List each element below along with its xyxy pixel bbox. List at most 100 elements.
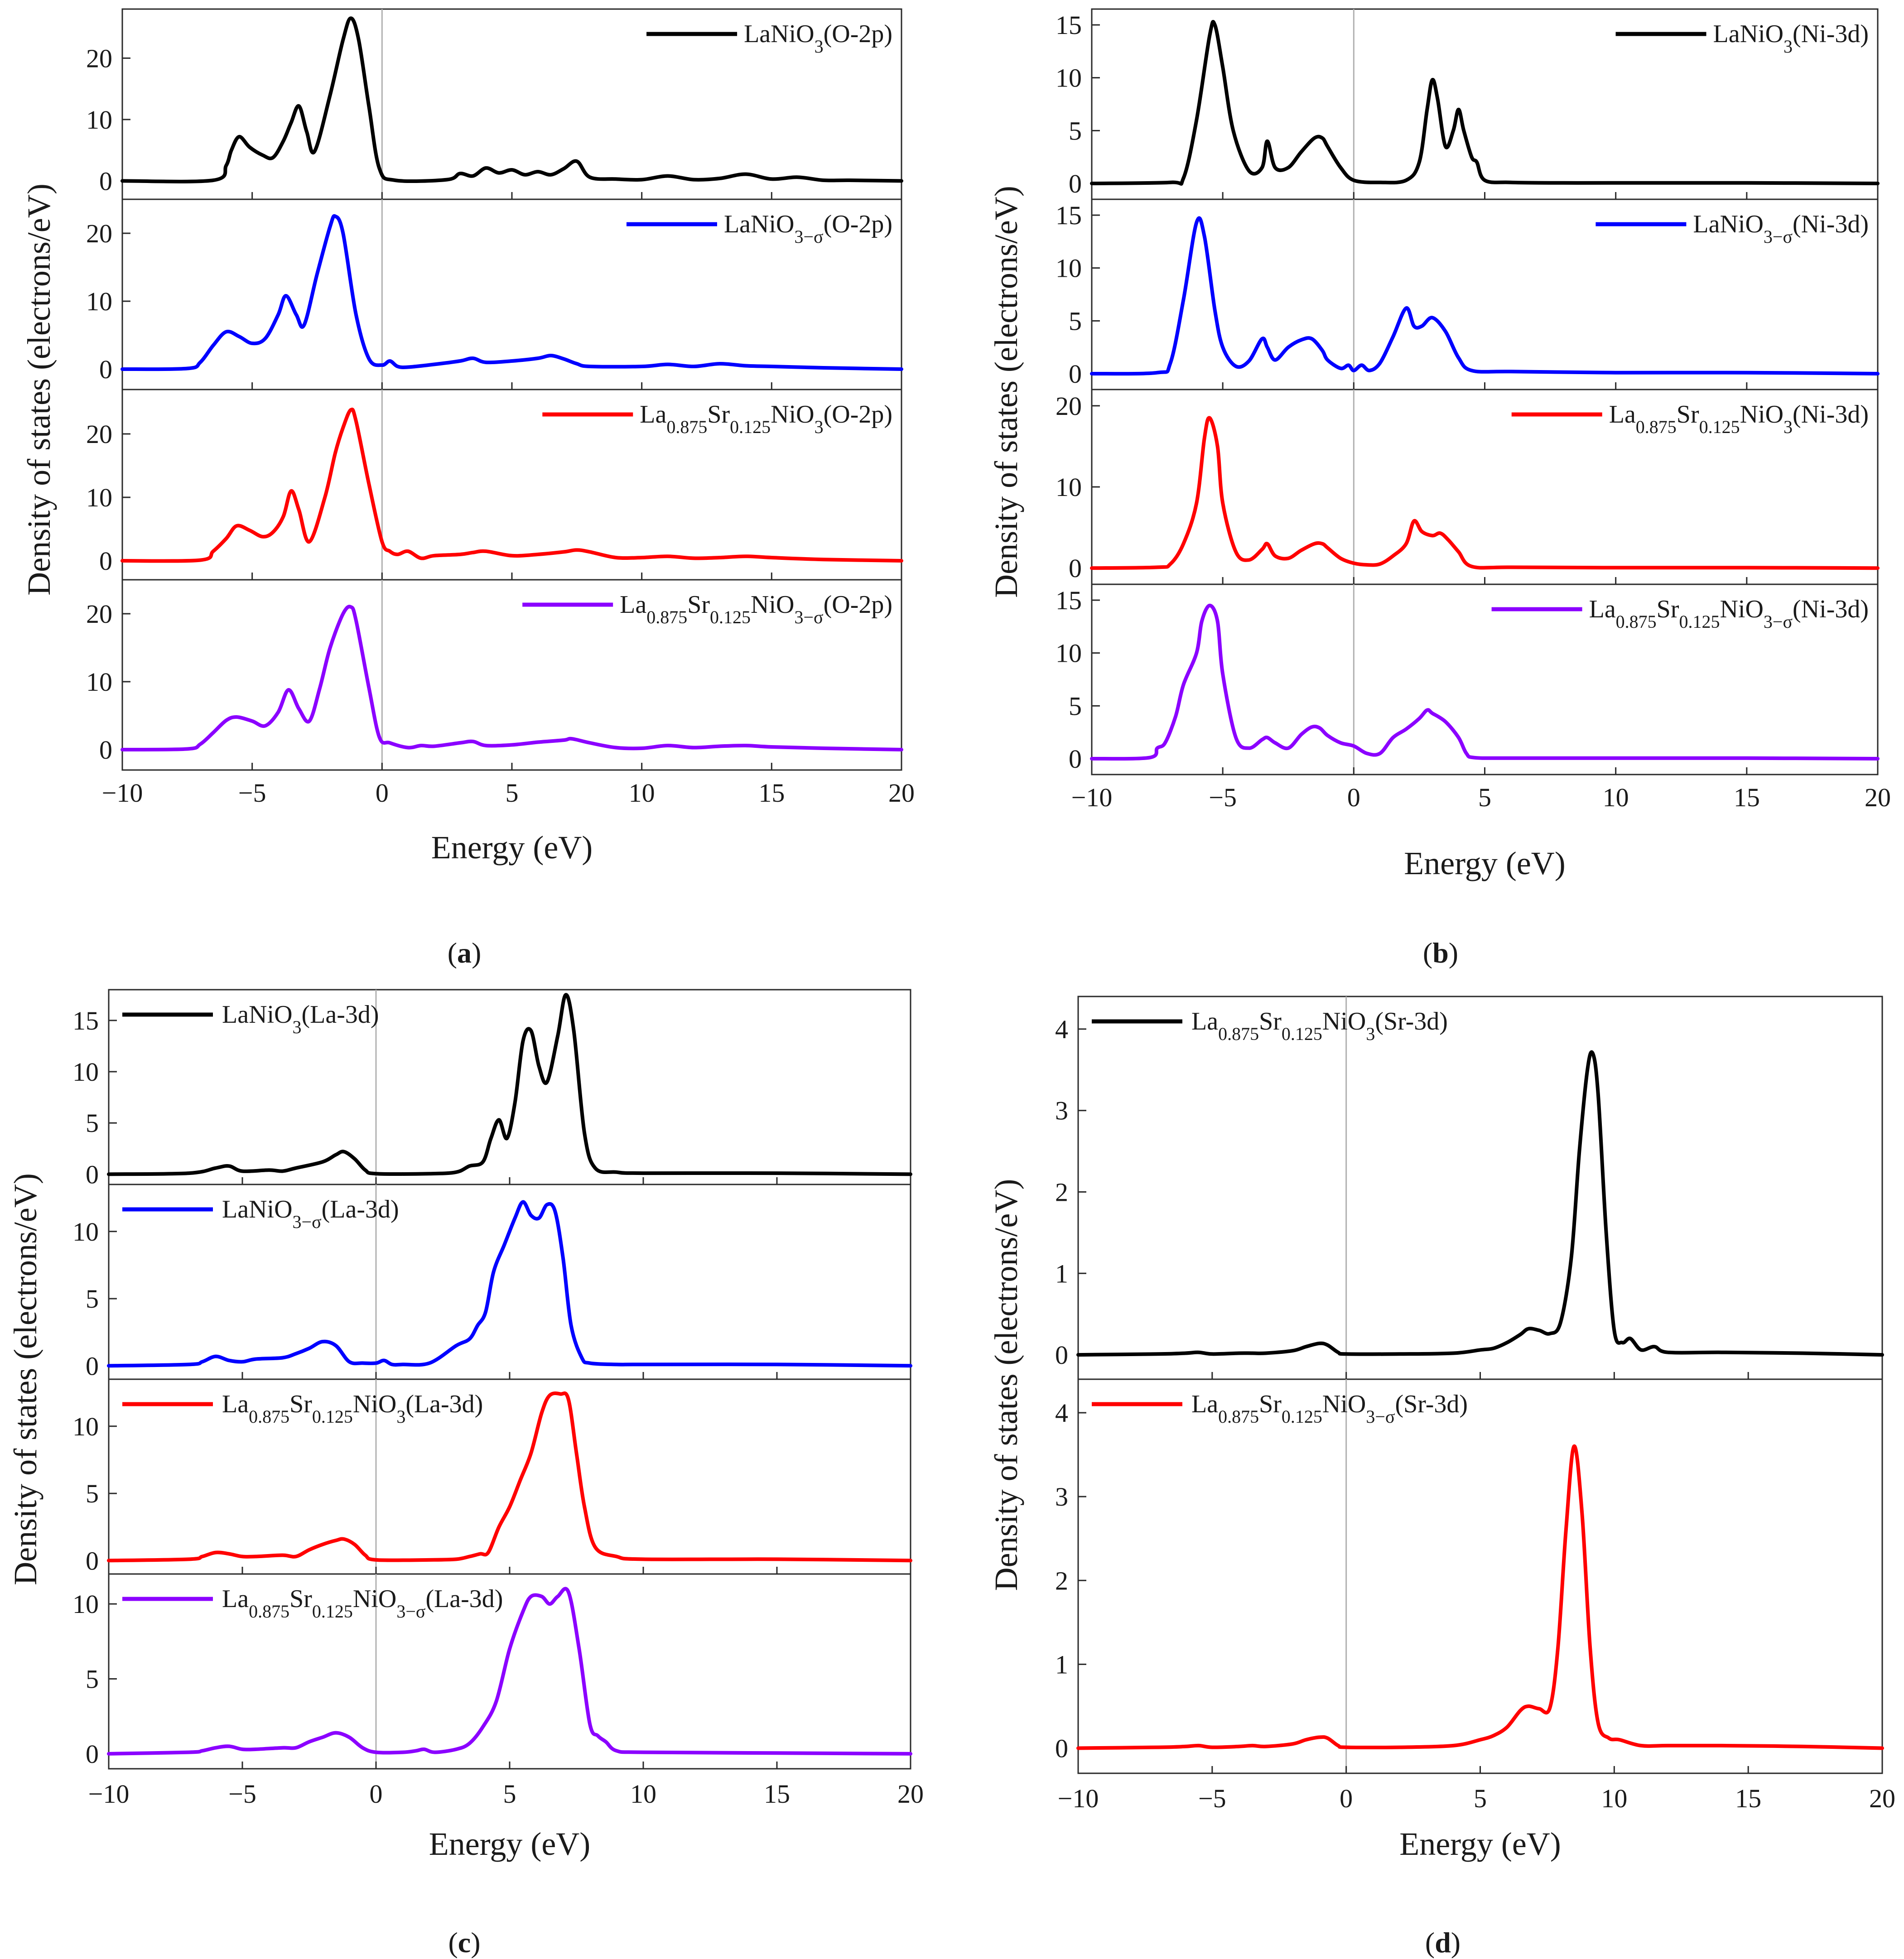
y-tick-label: 5 bbox=[86, 1284, 99, 1314]
x-tick-label: −5 bbox=[1209, 783, 1237, 812]
legend-text: Sr bbox=[1657, 595, 1679, 623]
legend-subscript: 0.125 bbox=[730, 417, 771, 437]
caption-letter: a bbox=[457, 937, 472, 969]
legend-subscript: 0.875 bbox=[1218, 1406, 1259, 1427]
x-tick-label: −5 bbox=[238, 778, 266, 808]
legend-subscript: 0.875 bbox=[1218, 1024, 1259, 1044]
x-tick-label: 10 bbox=[630, 1779, 656, 1809]
legend-text: (Ni-3d) bbox=[1793, 400, 1869, 428]
y-tick-label: 20 bbox=[86, 599, 112, 629]
legend-text: La bbox=[640, 400, 666, 428]
caption-paren: ( bbox=[448, 937, 457, 969]
legend-text: LaNiO bbox=[1693, 210, 1764, 238]
legend-label: La0.875Sr0.125NiO3(O-2p) bbox=[640, 400, 892, 437]
x-tick-label: 5 bbox=[506, 778, 519, 808]
legend-subscript: 3 bbox=[1783, 417, 1793, 437]
y-tick-label: 0 bbox=[1069, 744, 1082, 774]
x-tick-label: 0 bbox=[370, 1779, 383, 1809]
y-tick-label: 0 bbox=[1055, 1733, 1068, 1763]
legend-subscript: 0.875 bbox=[1616, 611, 1657, 632]
dos-curve bbox=[121, 407, 903, 563]
legend-label: LaNiO3(Ni-3d) bbox=[1713, 20, 1869, 57]
x-tick-label: 15 bbox=[758, 778, 785, 808]
y-tick-label: 1 bbox=[1055, 1650, 1068, 1679]
legend-subscript: 0.125 bbox=[710, 607, 751, 627]
caption-letter: b bbox=[1432, 937, 1449, 969]
legend-text: NiO bbox=[1740, 400, 1783, 428]
legend-text: (O-2p) bbox=[824, 591, 892, 619]
dos-curve bbox=[121, 214, 903, 371]
legend-subscript: 3 bbox=[815, 36, 824, 57]
legend-label: La0.875Sr0.125NiO3(Ni-3d) bbox=[1609, 400, 1869, 437]
y-tick-label: 0 bbox=[86, 1546, 99, 1575]
legend-text: LaNiO bbox=[724, 210, 795, 238]
x-tick-label: −10 bbox=[1071, 783, 1113, 812]
y-tick-label: 0 bbox=[1055, 1340, 1068, 1370]
legend-text: Sr bbox=[687, 591, 710, 619]
x-tick-label: 15 bbox=[764, 1779, 790, 1809]
panel-c-2: 0 5 10 LaNiO3−σ(La-3d) bbox=[72, 1184, 912, 1381]
subfigure-caption: (d) bbox=[1425, 1926, 1461, 1959]
legend-text: La bbox=[620, 591, 646, 619]
x-tick-label: 20 bbox=[897, 1779, 924, 1809]
panel-b-1: 0 5 10 15 LaNiO3(Ni-3d) bbox=[1056, 8, 1880, 200]
legend-text: La bbox=[1609, 400, 1636, 428]
x-axis-label: Energy (eV) bbox=[429, 1826, 591, 1862]
legend-label: LaNiO3(O-2p) bbox=[744, 20, 892, 57]
y-tick-label: 10 bbox=[72, 1412, 99, 1441]
legend-text: Sr bbox=[1677, 400, 1699, 428]
x-tick-label: −10 bbox=[1058, 1784, 1099, 1813]
x-tick-label: 0 bbox=[376, 778, 389, 808]
y-tick-label: 5 bbox=[86, 1108, 99, 1138]
dos-curve bbox=[107, 1200, 912, 1368]
caption-paren: ( bbox=[1425, 1926, 1435, 1959]
dos-curve bbox=[1090, 416, 1880, 570]
x-tick-label: 20 bbox=[1865, 783, 1891, 812]
dos-curve bbox=[107, 993, 912, 1176]
y-tick-label: 10 bbox=[72, 1589, 99, 1619]
legend-subscript: 3 bbox=[1783, 36, 1793, 57]
legend-subscript: 0.875 bbox=[249, 1406, 289, 1427]
x-tick-label: 20 bbox=[888, 778, 915, 808]
x-tick-label: 15 bbox=[1735, 1784, 1761, 1813]
panel-c-1: 0 5 10 15 LaNiO3(La-3d) bbox=[72, 989, 912, 1189]
x-tick-label: −5 bbox=[228, 1779, 256, 1809]
legend-subscript: 0.125 bbox=[312, 1406, 353, 1427]
caption-letter: d bbox=[1435, 1926, 1451, 1959]
y-tick-label: 3 bbox=[1055, 1482, 1068, 1511]
y-tick-label: 1 bbox=[1055, 1259, 1068, 1288]
legend-text: NiO bbox=[1322, 1390, 1366, 1418]
legend-subscript: 0.875 bbox=[666, 417, 707, 437]
x-axis-label: Energy (eV) bbox=[1399, 1826, 1561, 1862]
legend-text: LaNiO bbox=[222, 1001, 293, 1029]
x-tick-label: 15 bbox=[1734, 783, 1760, 812]
legend-text: LaNiO bbox=[1713, 20, 1784, 48]
legend-subscript: 0.875 bbox=[249, 1601, 289, 1622]
legend-label: LaNiO3−σ(O-2p) bbox=[724, 210, 892, 247]
panel-c-3: 0 5 10 La0.875Sr0.125NiO3(La-3d) bbox=[72, 1378, 912, 1575]
legend-text: Sr bbox=[707, 400, 730, 428]
caption-paren: ) bbox=[1449, 937, 1458, 969]
x-tick-label: 10 bbox=[629, 778, 655, 808]
legend-subscript: 3 bbox=[1366, 1024, 1375, 1044]
y-tick-label: 4 bbox=[1055, 1398, 1068, 1428]
legend-subscript: 3−σ bbox=[396, 1601, 425, 1622]
subfigure-caption: (b) bbox=[1423, 937, 1458, 969]
legend-subscript: 3−σ bbox=[794, 607, 823, 627]
legend-text: (La-3d) bbox=[322, 1195, 399, 1223]
legend-label: LaNiO3−σ(Ni-3d) bbox=[1693, 210, 1869, 247]
panel-b-2: 0 5 10 15 LaNiO3−σ(Ni-3d) bbox=[1056, 198, 1880, 390]
caption-paren: ( bbox=[1423, 937, 1432, 969]
legend-text: NiO bbox=[353, 1390, 396, 1418]
dos-curve bbox=[1076, 1050, 1884, 1357]
legend-text: La bbox=[1191, 1007, 1218, 1035]
legend-text: (Sr-3d) bbox=[1395, 1390, 1468, 1418]
legend-subscript: 0.125 bbox=[1282, 1024, 1322, 1044]
y-tick-label: 20 bbox=[86, 419, 112, 449]
panel-b-4: 0 5 10 15 La0.875Sr0.125NiO3−σ(Ni-3d) bbox=[1056, 583, 1880, 775]
legend-subscript: 0.125 bbox=[312, 1601, 353, 1622]
panel-a-3: 0 10 20 La0.875Sr0.125NiO3(O-2p) bbox=[86, 389, 903, 581]
